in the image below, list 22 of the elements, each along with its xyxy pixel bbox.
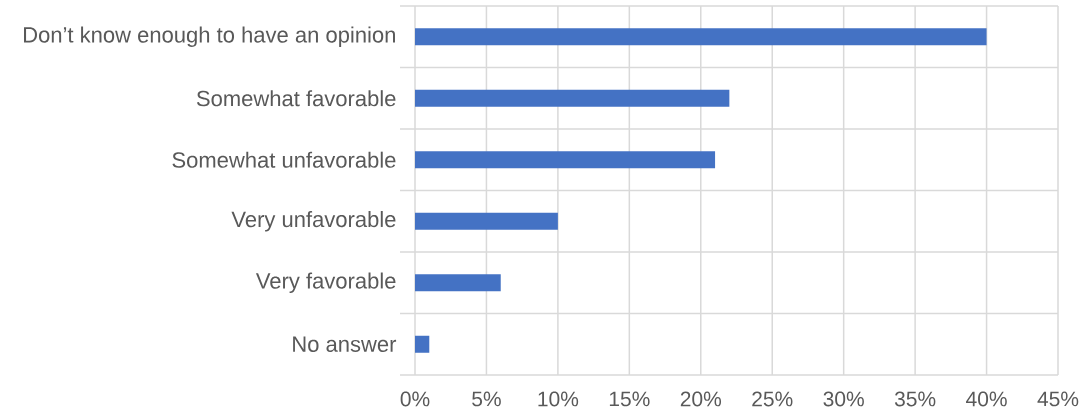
x-tick-label: 10%: [538, 391, 579, 407]
bar: [415, 212, 558, 230]
x-tick-label: 30%: [823, 391, 864, 407]
x-tick-label: 0%: [400, 391, 430, 407]
bar: [415, 89, 730, 107]
bar: [415, 28, 987, 46]
y-tick-label: Somewhat favorable: [196, 90, 396, 107]
y-tick-label: No answer: [293, 336, 397, 352]
x-tick-label: 35%: [894, 391, 936, 407]
x-tick-label: 15%: [609, 391, 650, 407]
bar: [415, 274, 501, 292]
y-tick-label: Don’t know enough to have an opinion: [24, 26, 395, 48]
bar: [415, 335, 430, 353]
x-tick-label: 5%: [472, 391, 501, 407]
y-tick-label: Very favorable: [255, 272, 396, 294]
x-tick-label: 25%: [752, 391, 793, 407]
x-tick-label: 20%: [680, 391, 722, 407]
y-tick-label: Very unfavorable: [231, 211, 396, 232]
x-tick-label: 40%: [966, 391, 1007, 407]
y-tick-label: Somewhat unfavorable: [172, 151, 396, 168]
x-tick-label: 45%: [1037, 391, 1079, 407]
bar: [415, 151, 716, 169]
